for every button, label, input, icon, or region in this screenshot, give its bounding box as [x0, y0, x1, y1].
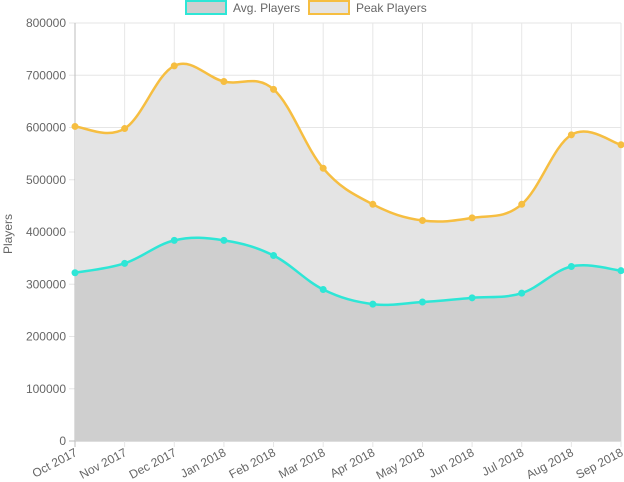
chart-legend[interactable]: Avg. Players Peak Players: [185, 0, 427, 15]
data-point[interactable]: [617, 267, 624, 275]
series-area-0: [75, 237, 621, 441]
x-tick-label: Jan 2018: [178, 445, 228, 481]
series-line-0: [74, 236, 622, 307]
x-tick-label: Mar 2018: [276, 445, 328, 481]
x-tick-label: Dec 2017: [127, 445, 179, 482]
y-tick-label: 300000: [26, 277, 66, 291]
series-line-1: [74, 62, 622, 223]
x-tick-label: Oct 2017: [30, 445, 80, 480]
x-tick-label: Aug 2018: [524, 445, 576, 482]
data-point[interactable]: [518, 200, 526, 208]
y-tick-label: 100000: [26, 382, 66, 396]
x-tick-label: Feb 2018: [227, 445, 279, 481]
data-point[interactable]: [418, 298, 426, 306]
legend-swatch[interactable]: [185, 0, 227, 15]
y-tick-label: 800000: [26, 16, 66, 30]
data-point[interactable]: [617, 141, 624, 149]
x-tick-label: Jun 2018: [426, 445, 476, 481]
data-point[interactable]: [170, 62, 178, 70]
chart-points: [71, 62, 624, 308]
data-point[interactable]: [71, 269, 79, 277]
legend-label[interactable]: Avg. Players: [233, 1, 300, 15]
data-point[interactable]: [319, 285, 327, 293]
data-point[interactable]: [270, 252, 278, 260]
chart-lines: [74, 62, 622, 307]
y-tick-label: 600000: [26, 121, 66, 135]
data-point[interactable]: [567, 131, 575, 139]
y-tick-label: 200000: [26, 330, 66, 344]
data-point[interactable]: [468, 214, 476, 222]
x-tick-label: Sep 2018: [573, 445, 624, 482]
data-point[interactable]: [121, 125, 129, 133]
data-point[interactable]: [220, 78, 228, 86]
data-point[interactable]: [369, 300, 377, 308]
data-point[interactable]: [468, 294, 476, 302]
chart-areas: [75, 63, 621, 441]
legend-label[interactable]: Peak Players: [356, 1, 427, 15]
y-axis-title: Players: [1, 214, 15, 254]
data-point[interactable]: [170, 236, 178, 244]
x-tick-label: Nov 2017: [77, 445, 129, 482]
y-tick-label: 500000: [26, 173, 66, 187]
data-point[interactable]: [71, 122, 79, 130]
x-tick-label: Apr 2018: [328, 445, 378, 480]
y-tick-label: 0: [59, 434, 66, 448]
x-tick-label: Jul 2018: [479, 445, 526, 479]
data-point[interactable]: [220, 236, 228, 244]
data-point[interactable]: [319, 164, 327, 172]
x-tick-label: May 2018: [374, 445, 427, 482]
y-axis-ticks: 0 100000 200000 300000 400000 500000 600000 700…: [26, 16, 66, 448]
data-point[interactable]: [418, 217, 426, 225]
legend-swatch[interactable]: [308, 0, 350, 15]
data-point[interactable]: [369, 200, 377, 208]
data-point[interactable]: [518, 289, 526, 297]
data-point[interactable]: [121, 259, 129, 267]
data-point[interactable]: [270, 85, 278, 93]
y-tick-label: 700000: [26, 68, 66, 82]
y-tick-label: 400000: [26, 225, 66, 239]
data-point[interactable]: [567, 262, 575, 270]
